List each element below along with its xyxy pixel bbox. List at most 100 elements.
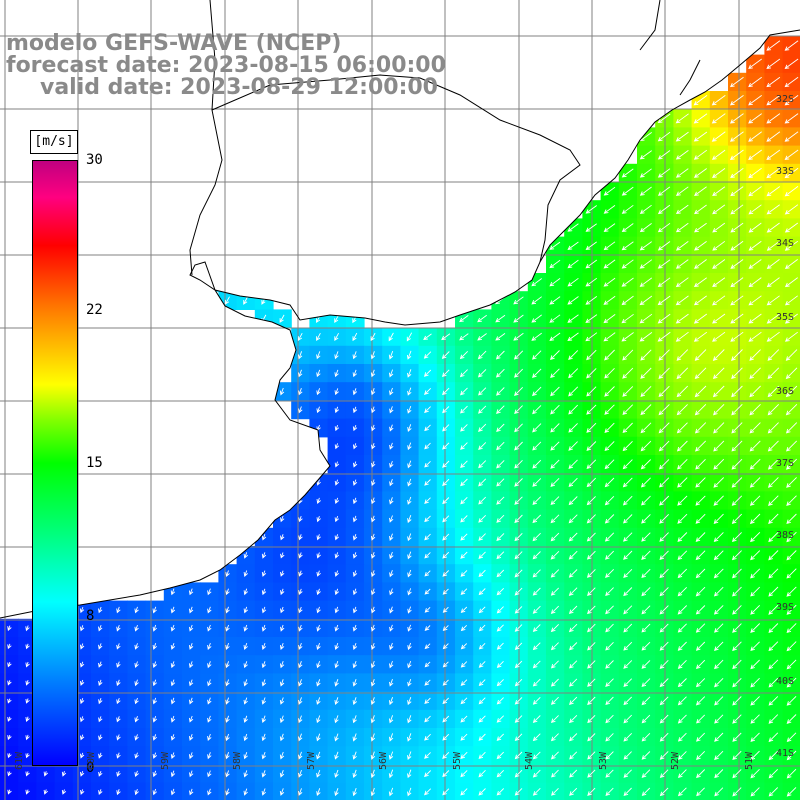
wind-arrow bbox=[785, 385, 798, 398]
wind-arrow bbox=[659, 550, 669, 560]
lon-label: 57W bbox=[306, 751, 317, 770]
wind-arrow bbox=[768, 568, 779, 579]
wind-arrow bbox=[641, 605, 651, 615]
wind-arrow bbox=[675, 331, 689, 342]
wind-arrow bbox=[677, 769, 687, 779]
wind-arrow bbox=[460, 643, 468, 650]
wind-arrow bbox=[569, 787, 578, 796]
wind-arrow bbox=[696, 732, 706, 742]
wind-arrow bbox=[586, 368, 597, 379]
wind-arrow bbox=[731, 422, 743, 434]
wind-arrow bbox=[477, 350, 487, 360]
wind-arrow bbox=[477, 369, 487, 378]
wind-arrow bbox=[641, 568, 651, 579]
wind-arrow bbox=[370, 552, 376, 559]
wind-arrow bbox=[603, 295, 616, 305]
wind-arrow bbox=[170, 661, 176, 669]
wind-arrow bbox=[261, 733, 266, 742]
colorbar-unit: [m/s] bbox=[30, 130, 78, 154]
wind-arrow bbox=[675, 186, 689, 196]
wind-arrow bbox=[279, 387, 285, 396]
wind-arrow bbox=[784, 95, 799, 106]
wind-arrow bbox=[657, 222, 671, 233]
wind-arrow bbox=[371, 479, 376, 486]
wind-arrow bbox=[766, 95, 781, 106]
wind-arrow bbox=[152, 770, 157, 778]
wind-arrow bbox=[639, 295, 653, 306]
wind-arrow bbox=[280, 534, 285, 541]
wind-arrow bbox=[514, 478, 523, 487]
wind-arrow bbox=[750, 623, 761, 633]
wind-arrow bbox=[749, 367, 761, 380]
lat-label: 34S bbox=[775, 238, 794, 249]
wind-arrow bbox=[605, 678, 614, 687]
wind-arrow bbox=[748, 295, 762, 306]
wind-arrow bbox=[641, 587, 651, 597]
wind-arrow bbox=[694, 186, 707, 196]
wind-arrow bbox=[25, 643, 30, 650]
wind-arrow bbox=[316, 642, 321, 650]
wind-arrow bbox=[767, 422, 779, 434]
lagoon-outline bbox=[679, 59, 701, 96]
wind-arrow bbox=[585, 314, 598, 323]
wind-arrow bbox=[568, 605, 578, 615]
wind-arrow bbox=[732, 696, 742, 706]
wind-arrow bbox=[659, 714, 669, 724]
wind-arrow bbox=[621, 241, 634, 251]
wind-arrow bbox=[79, 661, 85, 668]
lat-label: 38S bbox=[775, 530, 794, 541]
wind-arrow bbox=[189, 788, 194, 796]
wind-arrow bbox=[370, 570, 376, 578]
wind-arrow bbox=[407, 715, 412, 724]
wind-arrow bbox=[784, 113, 799, 124]
wind-arrow bbox=[188, 679, 194, 687]
wind-arrow bbox=[676, 422, 688, 434]
wind-arrow bbox=[693, 95, 708, 106]
wind-arrow bbox=[279, 642, 285, 650]
wind-arrow bbox=[116, 624, 121, 632]
wind-arrow bbox=[407, 751, 412, 760]
wind-arrow bbox=[478, 569, 486, 578]
wind-arrow bbox=[695, 477, 706, 488]
wind-arrow bbox=[496, 514, 505, 523]
wind-arrow bbox=[694, 222, 707, 233]
wind-arrow bbox=[334, 424, 340, 432]
colorbar-tick-label: 8 bbox=[86, 608, 95, 624]
wind-arrow bbox=[639, 241, 652, 251]
wind-arrow bbox=[352, 424, 358, 432]
wind-arrow bbox=[424, 679, 431, 686]
land-polygon bbox=[0, 0, 800, 618]
wind-arrow bbox=[550, 715, 559, 724]
wind-arrow bbox=[786, 604, 797, 615]
wind-arrow bbox=[550, 350, 560, 360]
wind-arrow bbox=[459, 315, 469, 323]
wind-arrow bbox=[766, 113, 781, 124]
wind-arrow bbox=[714, 696, 724, 706]
wind-arrow bbox=[389, 515, 394, 523]
wind-arrow bbox=[424, 533, 431, 541]
wind-arrow bbox=[261, 697, 267, 705]
wind-arrow bbox=[298, 588, 303, 595]
wind-arrow bbox=[279, 661, 285, 669]
wind-arrow bbox=[7, 625, 12, 632]
wind-arrow bbox=[423, 351, 432, 359]
wind-arrow bbox=[748, 95, 762, 106]
wind-arrow bbox=[587, 787, 596, 796]
wind-arrow bbox=[785, 422, 798, 434]
wind-arrow bbox=[407, 405, 412, 414]
wind-arrow bbox=[732, 732, 742, 742]
wind-arrow bbox=[693, 168, 707, 178]
wind-arrow bbox=[514, 642, 523, 650]
wind-arrow bbox=[316, 715, 321, 724]
wind-arrow bbox=[514, 551, 523, 560]
wind-arrow bbox=[261, 624, 267, 632]
wind-arrow bbox=[514, 569, 523, 578]
wind-arrow bbox=[695, 678, 706, 688]
wind-arrow bbox=[731, 403, 743, 416]
wind-arrow bbox=[407, 551, 412, 560]
wind-arrow bbox=[622, 367, 634, 379]
wind-arrow bbox=[768, 750, 779, 761]
wind-arrow bbox=[424, 424, 431, 432]
wind-arrow bbox=[43, 789, 49, 795]
wind-arrow bbox=[714, 750, 724, 761]
